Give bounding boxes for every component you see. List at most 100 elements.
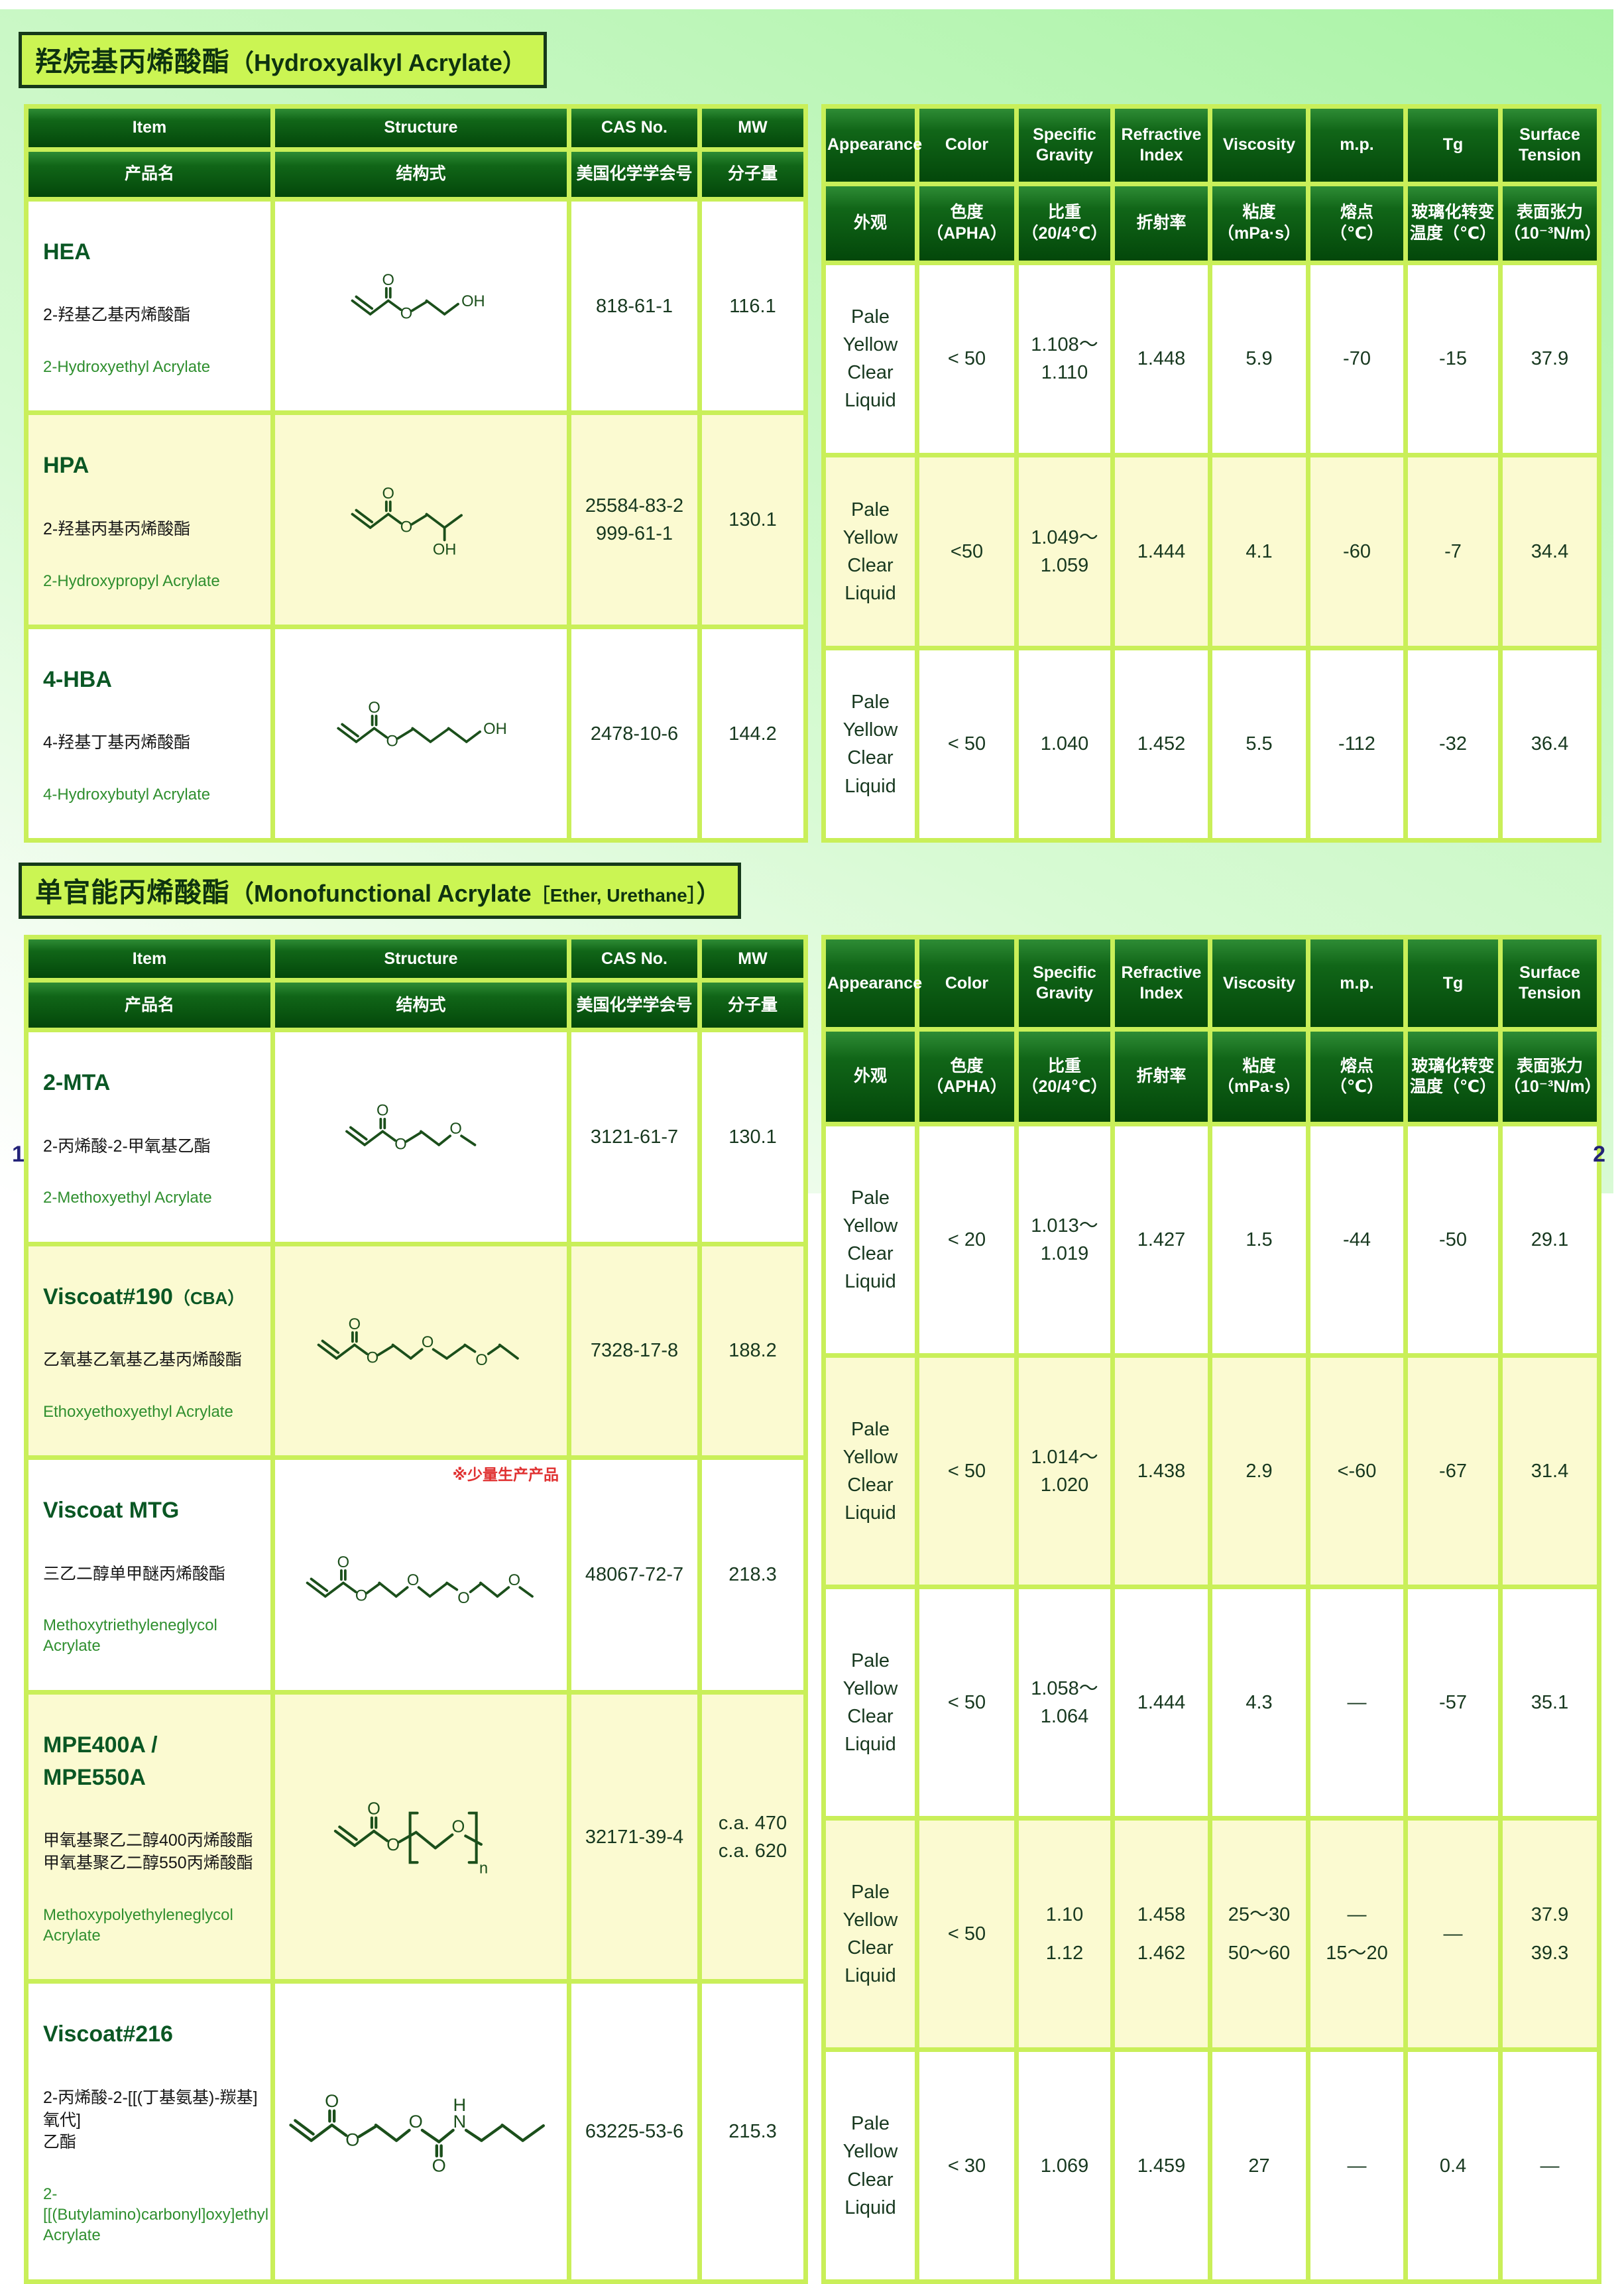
- mp-value: <-60: [1310, 1357, 1403, 1585]
- svg-text:O: O: [432, 2155, 446, 2175]
- header-st-en: Surface Tension: [1503, 109, 1597, 182]
- cas-value: 32171-39-4: [571, 1694, 697, 1980]
- monofunctional-tables: Item Structure CAS No. MW 产品名 结构式 美国化学学会…: [24, 935, 1613, 2284]
- color-value: <50: [919, 457, 1014, 646]
- svg-text:OH: OH: [461, 292, 485, 310]
- header-structure-en: Structure: [275, 109, 567, 147]
- mw-value: 218.3: [702, 1460, 803, 1690]
- product-row-2mta: 2-MTA 2-丙烯酸-2-甲氧基乙酯 2-Methoxyethyl Acryl…: [29, 1032, 803, 1242]
- product-row-hpa: HPA 2-羟基丙基丙烯酸酯 2-Hydroxypropyl Acrylate …: [29, 415, 803, 625]
- mp-value: -70: [1310, 265, 1403, 453]
- viscosity-value: 5.9: [1212, 265, 1306, 453]
- mp-value: -112: [1310, 650, 1403, 839]
- viscosity-value: 2.9: [1212, 1357, 1306, 1585]
- product-name: MPE400A / MPE550A: [43, 1732, 158, 1791]
- svg-text:OH: OH: [483, 720, 507, 738]
- tg-value: -67: [1408, 1357, 1498, 1585]
- header-viscosity-zh: 粘度 （mPa·s）: [1212, 186, 1306, 261]
- section-title-zh: 羟烷基丙烯酸酯: [35, 46, 230, 77]
- header-appearance-zh: 外观: [826, 1032, 915, 1122]
- tg-value: -57: [1408, 1589, 1498, 1817]
- header-color-zh: 色度 （APHA）: [919, 186, 1014, 261]
- header-structure-zh: 结构式: [275, 983, 567, 1028]
- mw-value: 130.1: [702, 1032, 803, 1242]
- spec-table-left-2: Item Structure CAS No. MW 产品名 结构式 美国化学学会…: [24, 935, 808, 2284]
- product-name-en: 4-Hydroxybutyl Acrylate: [43, 786, 211, 804]
- cas-value: 63225-53-6: [571, 1984, 697, 2279]
- product-name-en: 2-[[(Butylamino)carbonyl]oxy]ethyl Acryl…: [43, 2185, 269, 2245]
- tg-value: 0.4: [1408, 2052, 1498, 2279]
- product-name-zh: 2-丙烯酸-2-甲氧基乙酯: [43, 1136, 211, 1156]
- st-value: 31.4: [1503, 1357, 1597, 1585]
- st-value: —: [1503, 2052, 1597, 2279]
- svg-text:O: O: [475, 1351, 487, 1369]
- sg-value: 1.013～ 1.019: [1019, 1126, 1110, 1353]
- product-name-en: 2-Methoxyethyl Acrylate: [43, 1189, 212, 1207]
- section-title-hydroxyalkyl: 羟烷基丙烯酸酯（Hydroxyalkyl Acrylate）: [19, 32, 547, 88]
- product-name: Viscoat#190（CBA）: [43, 1284, 245, 1309]
- header-viscosity-en: Viscosity: [1212, 939, 1306, 1028]
- mw-value: 130.1: [702, 415, 803, 625]
- header-tg-en: Tg: [1408, 109, 1498, 182]
- tg-value: -15: [1408, 265, 1498, 453]
- header-mp-zh: 熔点 （℃）: [1310, 1032, 1403, 1122]
- spec-table-right-2: Appearance Color Specific Gravity Refrac…: [821, 935, 1601, 2284]
- product-name-zh: 三乙二醇单甲醚丙烯酸酯: [43, 1564, 226, 1583]
- mw-value: 188.2: [702, 1246, 803, 1456]
- structure-viscoat-mtg-diagram: O O O: [279, 1551, 534, 1607]
- ri-value: 1.458 1.462: [1115, 1821, 1208, 2048]
- cas-value: 3121-61-7: [571, 1032, 697, 1242]
- header-st-zh: 表面张力 （10⁻³N/m）: [1503, 186, 1601, 261]
- structure-hea-diagram: OH: [279, 269, 485, 343]
- product-name-zh: 乙氧基乙氧基乙基丙烯酸酯: [43, 1351, 243, 1370]
- product-name-suffix: （CBA）: [172, 1288, 245, 1308]
- product-row-hea: HEA 2-羟基乙基丙烯酸酯 2-Hydroxyethyl Acrylate O…: [29, 202, 803, 411]
- svg-text:OH: OH: [433, 541, 457, 557]
- page-number-left: 1: [12, 1142, 25, 1167]
- structure-viscoat190-diagram: OO: [279, 1313, 519, 1369]
- mw-value: c.a. 470 c.a. 620: [702, 1694, 803, 1980]
- ri-value: 1.438: [1115, 1357, 1208, 1585]
- sg-value: 1.069: [1019, 2052, 1110, 2279]
- viscosity-value: 1.5: [1212, 1126, 1306, 1353]
- appearance-value: Pale Yellow Clear Liquid: [826, 265, 915, 453]
- structure-2mta-diagram: O: [279, 1100, 477, 1174]
- section-title-en: （Hydroxyalkyl Acrylate）: [230, 49, 526, 76]
- header-viscosity-en: Viscosity: [1212, 109, 1306, 182]
- st-value: 37.9: [1503, 265, 1597, 453]
- mw-value: 116.1: [702, 202, 803, 411]
- cas-value: 48067-72-7: [571, 1460, 697, 1690]
- color-value: < 50: [919, 1357, 1014, 1585]
- color-value: < 50: [919, 1589, 1014, 1817]
- header-ri-en: Refractive Index: [1115, 109, 1208, 182]
- mp-value: -44: [1310, 1126, 1403, 1353]
- spec-table-right-1: Appearance Color Specific Gravity Refrac…: [821, 104, 1601, 843]
- sg-value: 1.040: [1019, 650, 1110, 839]
- appearance-value: Pale Yellow Clear Liquid: [826, 1126, 915, 1353]
- viscosity-value: 5.5: [1212, 650, 1306, 839]
- ri-value: 1.427: [1115, 1126, 1208, 1353]
- section-title-en: （Monofunctional Acrylate: [230, 880, 532, 908]
- appearance-value: Pale Yellow Clear Liquid: [826, 457, 915, 646]
- header-color-en: Color: [919, 109, 1014, 182]
- tg-value: -50: [1408, 1126, 1498, 1353]
- spec-table-left-1: Item Structure CAS No. MW 产品名 结构式 美国化学学会…: [24, 104, 808, 843]
- product-name: HEA: [43, 239, 91, 265]
- product-name-zh: 2-丙烯酸-2-[[(丁基氨基)-羰基]氧代] 乙酯: [43, 2088, 258, 2152]
- st-value: 37.9 39.3: [1503, 1821, 1597, 2048]
- header-item-zh: 产品名: [29, 152, 270, 197]
- mw-value: 144.2: [702, 629, 803, 839]
- color-value: < 50: [919, 265, 1014, 453]
- ri-value: 1.459: [1115, 2052, 1208, 2279]
- section-title-zh: 单官能丙烯酸酯: [35, 877, 230, 908]
- header-sg-en: Specific Gravity: [1019, 109, 1110, 182]
- spec-row-hea: Pale Yellow Clear Liquid < 50 1.108～ 1.1…: [826, 265, 1597, 453]
- structure-mpe-diagram: O n: [279, 1797, 488, 1877]
- header-cas-zh: 美国化学学会号: [571, 152, 697, 197]
- mp-value: —: [1310, 1589, 1403, 1817]
- product-name-en: 2-Hydroxypropyl Acrylate: [43, 571, 220, 590]
- mp-value: — 15～20: [1310, 1821, 1403, 2048]
- section-title-monofunctional: 单官能丙烯酸酯（Monofunctional Acrylate［Ether, U…: [19, 863, 741, 920]
- product-name-zh: 2-羟基丙基丙烯酸酯: [43, 519, 191, 538]
- header-cas-en: CAS No.: [571, 109, 697, 147]
